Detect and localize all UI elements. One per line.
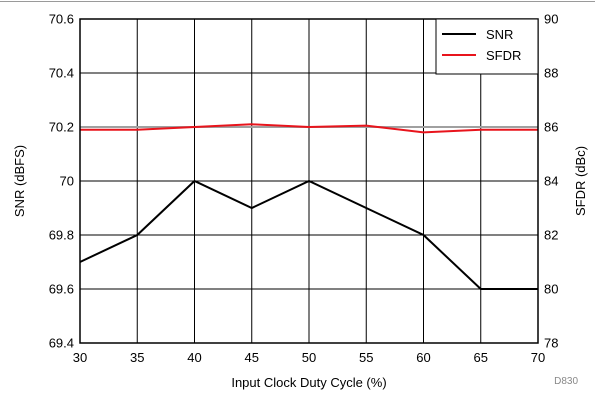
page-top-rule [0, 1, 595, 2]
y-tick-label-1: 69.6 [49, 282, 74, 297]
y-tick-labels: 69.4 69.6 69.8 70 70.2 70.4 70.6 [49, 12, 74, 351]
x-tick-label-7: 65 [474, 350, 488, 365]
legend: SNR SFDR [435, 18, 539, 75]
x-tick-label-1: 35 [130, 350, 144, 365]
x-axis-title: Input Clock Duty Cycle (%) [231, 375, 386, 390]
series-line-snr [79, 179, 538, 290]
x-tick-label-4: 50 [302, 350, 316, 365]
y-tick-label-3: 70 [60, 174, 74, 189]
figure-code: D830 [554, 376, 578, 387]
legend-label-sfdr: SFDR [486, 48, 521, 63]
x-tick-label-8: 70 [531, 350, 545, 365]
x-tick-label-6: 60 [416, 350, 430, 365]
y-tick-label-0: 69.4 [49, 336, 74, 351]
y2-tick-label-4: 86 [544, 120, 558, 135]
plot-frame [79, 18, 539, 344]
y2-tick-label-0: 78 [544, 336, 558, 351]
y2-tick-label-5: 88 [544, 66, 558, 81]
y-tick-label-6: 70.6 [49, 12, 74, 27]
x-tick-label-0: 30 [73, 350, 87, 365]
x-tick-label-2: 40 [187, 350, 201, 365]
y2-tick-label-3: 84 [544, 174, 558, 189]
legend-box [435, 18, 539, 75]
x-tick-labels: 30 35 40 45 50 55 60 65 70 [73, 350, 545, 365]
legend-label-snr: SNR [486, 27, 513, 42]
y-axis-title: SNR (dBFS) [12, 145, 27, 217]
x-tick-label-5: 55 [359, 350, 373, 365]
series-layer [79, 123, 538, 290]
y2-tick-label-6: 90 [544, 12, 558, 27]
y-tick-label-4: 70.2 [49, 120, 74, 135]
y-tick-label-2: 69.8 [49, 228, 74, 243]
y2-tick-label-1: 80 [544, 282, 558, 297]
y2-axis-title: SFDR (dBc) [573, 146, 588, 216]
y-tick-label-5: 70.4 [49, 66, 74, 81]
y2-tick-label-2: 82 [544, 228, 558, 243]
series-line-sfdr [80, 123, 538, 134]
x-tick-label-3: 45 [245, 350, 259, 365]
y2-tick-labels: 78 80 82 84 86 88 90 [544, 12, 558, 351]
